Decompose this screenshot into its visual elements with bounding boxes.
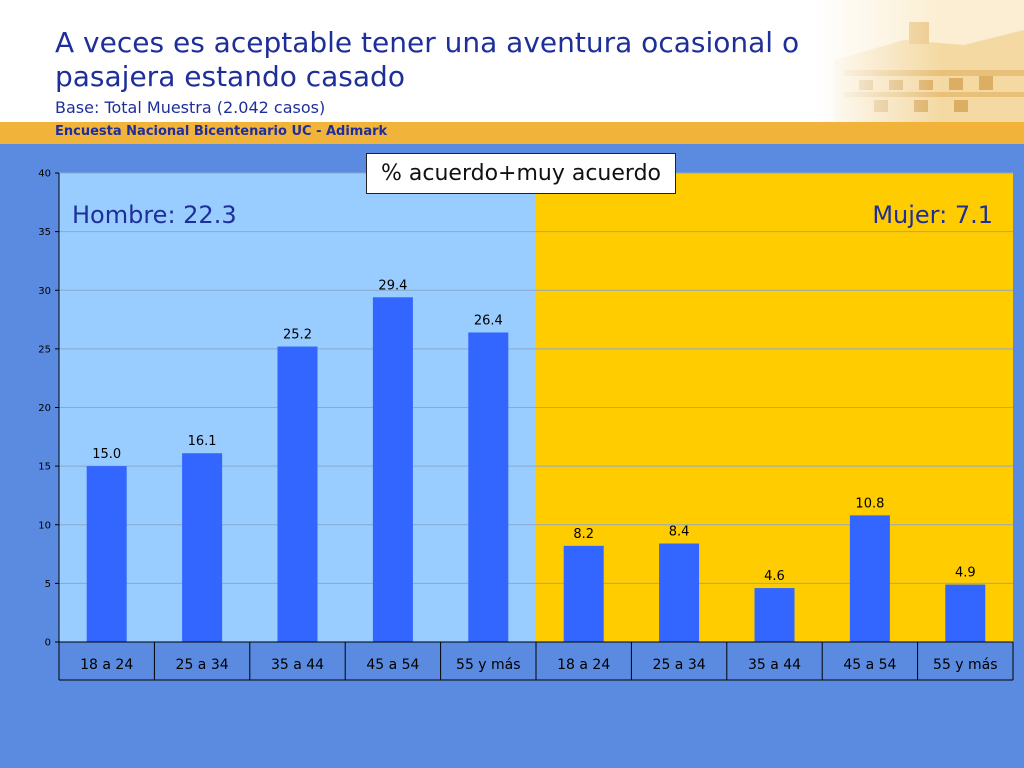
- x-tick-label: 55 y más: [933, 657, 998, 673]
- x-tick-label: 35 a 44: [271, 657, 324, 673]
- data-label: 4.6: [764, 569, 785, 584]
- x-tick-label: 18 a 24: [557, 657, 610, 673]
- building-image: [814, 0, 1024, 122]
- y-tick-label: 25: [38, 344, 51, 355]
- x-tick-label: 45 a 54: [366, 657, 419, 673]
- group-label-mujer: Mujer: 7.1: [872, 201, 993, 229]
- bar: [754, 588, 795, 642]
- y-tick-label: 30: [38, 286, 51, 297]
- y-tick-label: 20: [38, 403, 51, 414]
- bar: [563, 545, 604, 642]
- y-tick-label: 0: [45, 638, 51, 649]
- y-tick-label: 5: [45, 579, 51, 590]
- bar-chart: 15.0 16.1 25.2 29.4 26.4 8.2 8.4 4.6 10.8 4.9 0 5 10…: [38, 169, 1014, 681]
- survey-name: Encuesta Nacional Bicentenario UC - Adim…: [55, 124, 388, 139]
- y-tick-label: 40: [38, 169, 51, 180]
- chart-title: A veces es aceptable tener una aventura …: [55, 26, 800, 93]
- data-label: 26.4: [474, 313, 503, 328]
- group-label-hombre: Hombre: 22.3: [72, 201, 237, 229]
- data-label: 4.9: [955, 566, 976, 581]
- bar: [86, 466, 127, 642]
- data-label: 10.8: [855, 496, 884, 511]
- bar: [659, 543, 700, 642]
- data-label: 25.2: [283, 328, 312, 343]
- bar: [945, 584, 986, 642]
- measure-label: % acuerdo+muy acuerdo: [366, 153, 676, 194]
- header: A veces es aceptable tener una aventura …: [0, 0, 1024, 122]
- data-label: 8.4: [669, 525, 690, 540]
- bar: [182, 453, 223, 642]
- data-label: 16.1: [188, 434, 217, 449]
- bar: [849, 515, 890, 642]
- y-tick-label: 15: [38, 462, 51, 473]
- y-tick-label: 35: [38, 227, 51, 238]
- x-tick-label: 25 a 34: [653, 657, 706, 673]
- y-tick-label: 10: [38, 520, 51, 531]
- bar: [468, 332, 509, 642]
- data-label: 29.4: [378, 278, 407, 293]
- data-label: 15.0: [92, 447, 121, 462]
- bar: [277, 346, 318, 642]
- data-label: 8.2: [573, 527, 594, 542]
- x-tick-label: 25 a 34: [176, 657, 229, 673]
- bar: [372, 297, 413, 642]
- x-tick-label: 55 y más: [456, 657, 521, 673]
- x-tick-label: 45 a 54: [843, 657, 896, 673]
- header-band: [0, 122, 1024, 144]
- x-tick-label: 35 a 44: [748, 657, 801, 673]
- chart-subtitle: Base: Total Muestra (2.042 casos): [55, 98, 326, 117]
- x-tick-label: 18 a 24: [80, 657, 133, 673]
